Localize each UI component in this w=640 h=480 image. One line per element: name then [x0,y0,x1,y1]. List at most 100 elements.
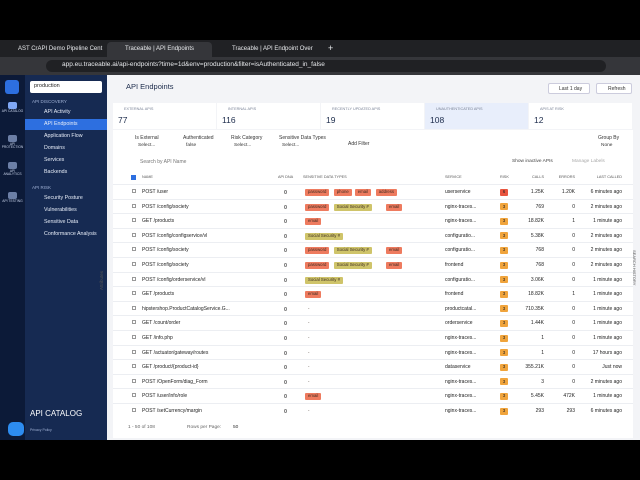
api-name[interactable]: POST /config/society [142,247,189,254]
api-name[interactable]: POST /user [142,189,169,195]
api-name[interactable]: GET /actuator/gateway/routes [142,349,209,356]
row-checkbox[interactable] [132,364,136,369]
data-type-tag: email [386,203,403,211]
nav-item[interactable]: Backends [44,169,68,175]
column-header[interactable]: NAME [142,175,153,179]
browser-tab[interactable]: AST CrAPI Demo Pipeline Cent [0,42,105,57]
risk-badge: 6 [500,188,508,196]
api-name[interactable]: POST /config/society [142,262,189,268]
nav-item[interactable]: API Endpoints [44,121,78,127]
api-name[interactable]: POST /config/society [142,203,189,210]
last-called: 2 minutes ago [590,203,622,210]
column-header[interactable]: LAST CALLED [596,175,622,179]
column-header[interactable]: SENSITIVE DATA TYPES [303,175,347,179]
stat-card[interactable]: APIS AT RISK 12 [529,103,632,129]
rail-icon[interactable] [8,135,17,142]
nav-item[interactable]: Conformance Analysis [44,231,97,237]
service: orderservice [445,320,473,327]
manage-labels[interactable]: Manage Labels [572,159,605,164]
row-checkbox[interactable] [132,262,136,266]
api-name[interactable]: GET /product/{product-id} [142,364,199,371]
new-tab[interactable]: + [328,43,334,53]
header-checkbox[interactable] [131,175,136,180]
dna-icon [284,379,287,384]
row-checkbox[interactable] [132,232,136,237]
api-name[interactable]: GET /products [142,218,175,225]
column-header[interactable]: RISK [500,175,509,179]
stat-card[interactable]: RECENTLY UPDATED APIS 19 [321,103,424,129]
time-range[interactable]: Last 1 day [548,83,590,94]
environment-select[interactable]: production [30,81,102,93]
nav-item[interactable]: Security Posture [44,195,83,201]
service: nginx-traces... [445,378,477,385]
row-checkbox[interactable] [132,408,136,412]
calls: 1 [541,349,544,356]
search-history-tab[interactable]: SEARCH HISTORY [632,250,637,286]
data-type-tag: email [305,393,322,401]
stat-card[interactable]: INTERNAL APIS 116 [217,103,320,129]
filter-value[interactable]: Select... [138,143,156,148]
api-name[interactable]: hipstershop.ProductCatalogService.G... [142,305,230,312]
nav-item[interactable]: Vulnerabilities [44,207,77,213]
url-field[interactable] [46,60,606,72]
browser-tab[interactable]: Traceable | API Endpoint Over [214,42,319,57]
attributes-tab[interactable]: Attributes [99,270,104,290]
nav-item[interactable]: Sensitive Data [44,219,79,225]
api-name[interactable]: POST /setCurrency/margin [142,408,202,414]
row-checkbox[interactable] [132,276,136,281]
errors: 1 [572,291,575,298]
row-checkbox[interactable] [132,335,136,339]
row-divider [113,388,633,389]
column-header[interactable]: CALLS [531,175,544,179]
nav-item[interactable]: Application Flow [44,133,83,139]
refresh-button[interactable]: Refresh [596,83,632,94]
column-header[interactable]: SERVICE [445,175,462,179]
api-name[interactable]: POST /user/info/role [142,393,188,400]
filter-value[interactable]: false [186,143,197,148]
filter-value[interactable]: Select... [234,143,252,148]
errors: 0 [572,335,575,341]
chat-button[interactable] [8,422,24,436]
row-checkbox[interactable] [132,378,136,383]
api-name[interactable]: GET /count/order [142,320,181,327]
browser-tab[interactable]: Traceable | API Endpoints [107,42,212,57]
row-checkbox[interactable] [132,291,136,296]
group-by-value[interactable]: None [601,143,613,148]
stat-card[interactable]: EXTERNAL APIS 77 [113,103,216,129]
rail-icon[interactable] [8,192,17,199]
row-checkbox[interactable] [132,393,136,398]
column-header[interactable]: API DNA [278,175,294,179]
column-header[interactable]: ERRORS [558,175,575,179]
rail-icon[interactable] [8,162,17,169]
row-divider [113,242,633,243]
row-checkbox[interactable] [132,189,136,193]
row-checkbox[interactable] [132,320,136,325]
api-name[interactable]: POST /OpenForm/diag_Form [142,378,208,385]
add-filter[interactable]: Add Filter [348,141,370,147]
show-inactive[interactable]: Show inactive APIs [512,159,553,164]
api-name[interactable]: GET /info.php [142,335,173,341]
rows-per-page[interactable]: 50 [233,425,239,430]
dna-icon [284,277,287,282]
privacy-link[interactable]: Privacy Policy [30,428,52,432]
search[interactable]: Search by API Name [140,159,187,165]
risk-badge: 3 [500,363,508,371]
nav-item[interactable]: Domains [44,145,65,151]
api-name[interactable]: POST /config/configservice/vl [142,232,208,239]
api-name[interactable]: POST /config/orderservice/vl [142,276,206,283]
row-checkbox[interactable] [132,218,136,223]
row-checkbox[interactable] [132,305,136,310]
api-name[interactable]: GET /products [142,291,175,298]
row-checkbox[interactable] [132,247,136,252]
section-title: API DISCOVERY [32,99,67,104]
filter-value[interactable]: Select... [282,143,300,148]
nav-item[interactable]: Services [44,157,65,163]
stat-label: EXTERNAL APIS [124,107,154,111]
service: nginx-traces... [445,218,477,225]
row-checkbox[interactable] [132,349,136,354]
stat-card[interactable]: UNAUTHENTICATED APIS 108 [425,103,528,129]
nav-item[interactable]: API Activity [44,109,71,115]
rail-icon[interactable] [8,102,17,109]
data-type-tag: - [308,378,310,384]
row-checkbox[interactable] [132,203,136,208]
